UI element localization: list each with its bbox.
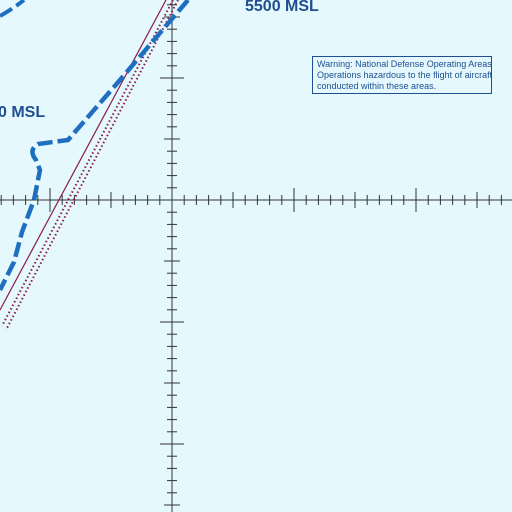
restricted-area-boundary-line — [0, 0, 167, 311]
warning-notice-box: Warning: National Defense Operating Area… — [312, 56, 492, 94]
warning-line-3: conducted within these areas. — [317, 81, 437, 91]
altitude-label-left: 0 MSL — [0, 104, 46, 121]
warning-line-2: Operations hazardous to the flight of ai… — [317, 70, 493, 80]
airspace-boundary-dashed-top — [0, 0, 26, 18]
altitude-label-5500: 5500 MSL — [245, 0, 319, 15]
restricted-area-dotted-band-outer — [5, 0, 179, 331]
airspace-boundary-dashed-main — [0, 0, 190, 292]
warning-line-1: Warning: National Defense Operating Area… — [317, 59, 492, 69]
